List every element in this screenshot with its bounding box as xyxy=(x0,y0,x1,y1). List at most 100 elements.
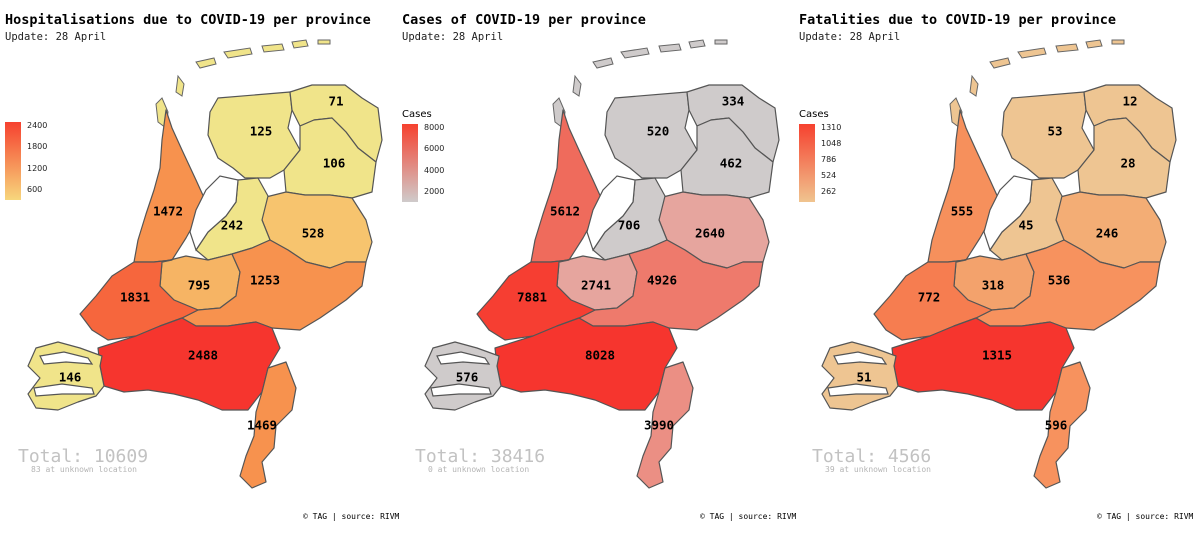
province-drenthe[interactable] xyxy=(680,117,774,199)
source-credit: © TAG | source: RIVM xyxy=(1097,512,1194,521)
color-legend: Cases 1310 1048 786 524 262 xyxy=(799,109,859,212)
province-value-utrecht: 318 xyxy=(982,278,1005,293)
province-value-noord-brabant: 2488 xyxy=(188,348,218,363)
province-value-drenthe: 106 xyxy=(323,156,346,171)
province-value-zeeland: 51 xyxy=(856,370,871,385)
province-gelderland[interactable] xyxy=(975,239,1161,331)
wadden-island xyxy=(620,47,650,59)
province-limburg[interactable] xyxy=(239,361,297,489)
legend-tick-label: 262 xyxy=(821,187,837,196)
province-limburg[interactable] xyxy=(636,361,694,489)
province-gelderland[interactable] xyxy=(181,239,367,331)
legend-tick-label: 1310 xyxy=(821,123,842,132)
wadden-island xyxy=(714,39,728,45)
wadden-island xyxy=(1055,43,1079,53)
province-value-flevoland: 242 xyxy=(221,218,244,233)
water-body xyxy=(430,383,492,397)
province-value-noord-brabant: 1315 xyxy=(982,348,1012,363)
legend-tick-label: 1048 xyxy=(821,139,842,148)
water-body xyxy=(39,351,94,365)
province-value-zeeland: 146 xyxy=(59,370,82,385)
wadden-island xyxy=(688,39,706,49)
wadden-island xyxy=(223,47,253,59)
province-value-gelderland: 536 xyxy=(1048,273,1071,288)
water-body xyxy=(833,351,888,365)
province-drenthe[interactable] xyxy=(1077,117,1171,199)
unknown-location-note: 83 at unknown location xyxy=(31,465,137,474)
legend-tick-label: 2400 xyxy=(27,121,48,130)
province-value-drenthe: 462 xyxy=(720,156,743,171)
water-body xyxy=(33,383,95,397)
legend-tick-label: 1800 xyxy=(27,142,48,152)
update-date: Update: 28 April xyxy=(402,31,504,43)
source-credit: © TAG | source: RIVM xyxy=(303,512,400,521)
wadden-island xyxy=(175,74,185,97)
unknown-location-note: 0 at unknown location xyxy=(428,465,530,474)
legend-gradient-bar xyxy=(5,122,21,200)
legend-title: Cases xyxy=(402,109,432,120)
province-value-gelderland: 4926 xyxy=(647,273,677,288)
province-value-drenthe: 28 xyxy=(1120,156,1135,171)
province-value-overijssel: 2640 xyxy=(695,226,725,241)
province-value-noord-holland: 5612 xyxy=(550,204,580,219)
province-limburg[interactable] xyxy=(1033,361,1091,489)
wadden-island xyxy=(1017,47,1047,59)
legend-gradient-bar xyxy=(402,124,418,202)
wadden-island xyxy=(1085,39,1103,49)
total-count: Total: 10609 xyxy=(18,446,149,467)
province-map: 125 71 106 528 242 1472 795 1253 1831 2488 1469 146 xyxy=(0,0,397,533)
province-value-noord-brabant: 8028 xyxy=(585,348,615,363)
province-value-zuid-holland: 772 xyxy=(918,290,941,305)
wadden-island xyxy=(658,43,682,53)
source-credit: © TAG | source: RIVM xyxy=(700,512,797,521)
legend-tick-label: 2000 xyxy=(424,187,445,196)
province-gelderland[interactable] xyxy=(578,239,764,331)
legend-tick-label: 6000 xyxy=(424,144,445,154)
province-value-flevoland: 706 xyxy=(618,218,641,233)
wadden-island xyxy=(989,57,1011,69)
province-value-gelderland: 1253 xyxy=(250,273,280,288)
province-map: 53 12 28 246 45 555 318 536 772 1315 596 51 xyxy=(794,0,1191,533)
province-value-limburg: 1469 xyxy=(247,418,277,433)
province-value-groningen: 12 xyxy=(1122,94,1137,109)
province-value-groningen: 71 xyxy=(328,94,343,109)
wadden-island xyxy=(1111,39,1125,45)
province-drenthe[interactable] xyxy=(283,117,377,199)
legend-tick-label: 1200 xyxy=(27,163,48,173)
wadden-island xyxy=(572,74,582,97)
wadden-island xyxy=(317,39,331,45)
province-value-overijssel: 528 xyxy=(302,226,325,241)
unknown-location-note: 39 at unknown location xyxy=(825,465,931,474)
wadden-island xyxy=(195,57,217,69)
total-count: Total: 4566 xyxy=(812,446,932,467)
water-body xyxy=(436,351,491,365)
wadden-island xyxy=(261,43,285,53)
water-body xyxy=(586,175,636,252)
province-value-groningen: 334 xyxy=(722,94,745,109)
wadden-island xyxy=(592,57,614,69)
province-value-friesland: 520 xyxy=(647,124,670,139)
province-value-friesland: 125 xyxy=(250,124,273,139)
legend-tick-label: 524 xyxy=(821,171,837,180)
province-value-utrecht: 2741 xyxy=(581,278,611,293)
update-date: Update: 28 April xyxy=(799,31,901,43)
province-value-limburg: 3990 xyxy=(644,418,674,433)
province-value-noord-holland: 1472 xyxy=(153,204,183,219)
legend-tick-label: 786 xyxy=(821,155,837,164)
province-value-noord-holland: 555 xyxy=(951,204,974,219)
update-date: Update: 28 April xyxy=(5,31,107,43)
color-legend: 2400 1800 1200 600 xyxy=(5,112,65,212)
province-value-overijssel: 246 xyxy=(1096,226,1119,241)
panel-title: Fatalities due to COVID-19 per province xyxy=(799,12,1116,28)
province-value-friesland: 53 xyxy=(1047,124,1062,139)
total-count: Total: 38416 xyxy=(415,446,546,467)
province-map: 520 334 462 2640 706 5612 2741 4926 7881 8028 3990… xyxy=(397,0,794,533)
legend-title: Cases xyxy=(799,109,829,120)
panel-title: Hospitalisations due to COVID-19 per pro… xyxy=(5,12,371,28)
province-value-zuid-holland: 1831 xyxy=(120,290,150,305)
legend-tick-label: 8000 xyxy=(424,123,445,132)
legend-tick-label: 4000 xyxy=(424,165,445,175)
province-value-flevoland: 45 xyxy=(1018,218,1033,233)
cases-panel: 520 334 462 2640 706 5612 2741 4926 7881 8028 3990… xyxy=(397,0,797,533)
hospitalisations-panel: 125 71 106 528 242 1472 795 1253 1831 2488 1469 146… xyxy=(0,0,400,533)
